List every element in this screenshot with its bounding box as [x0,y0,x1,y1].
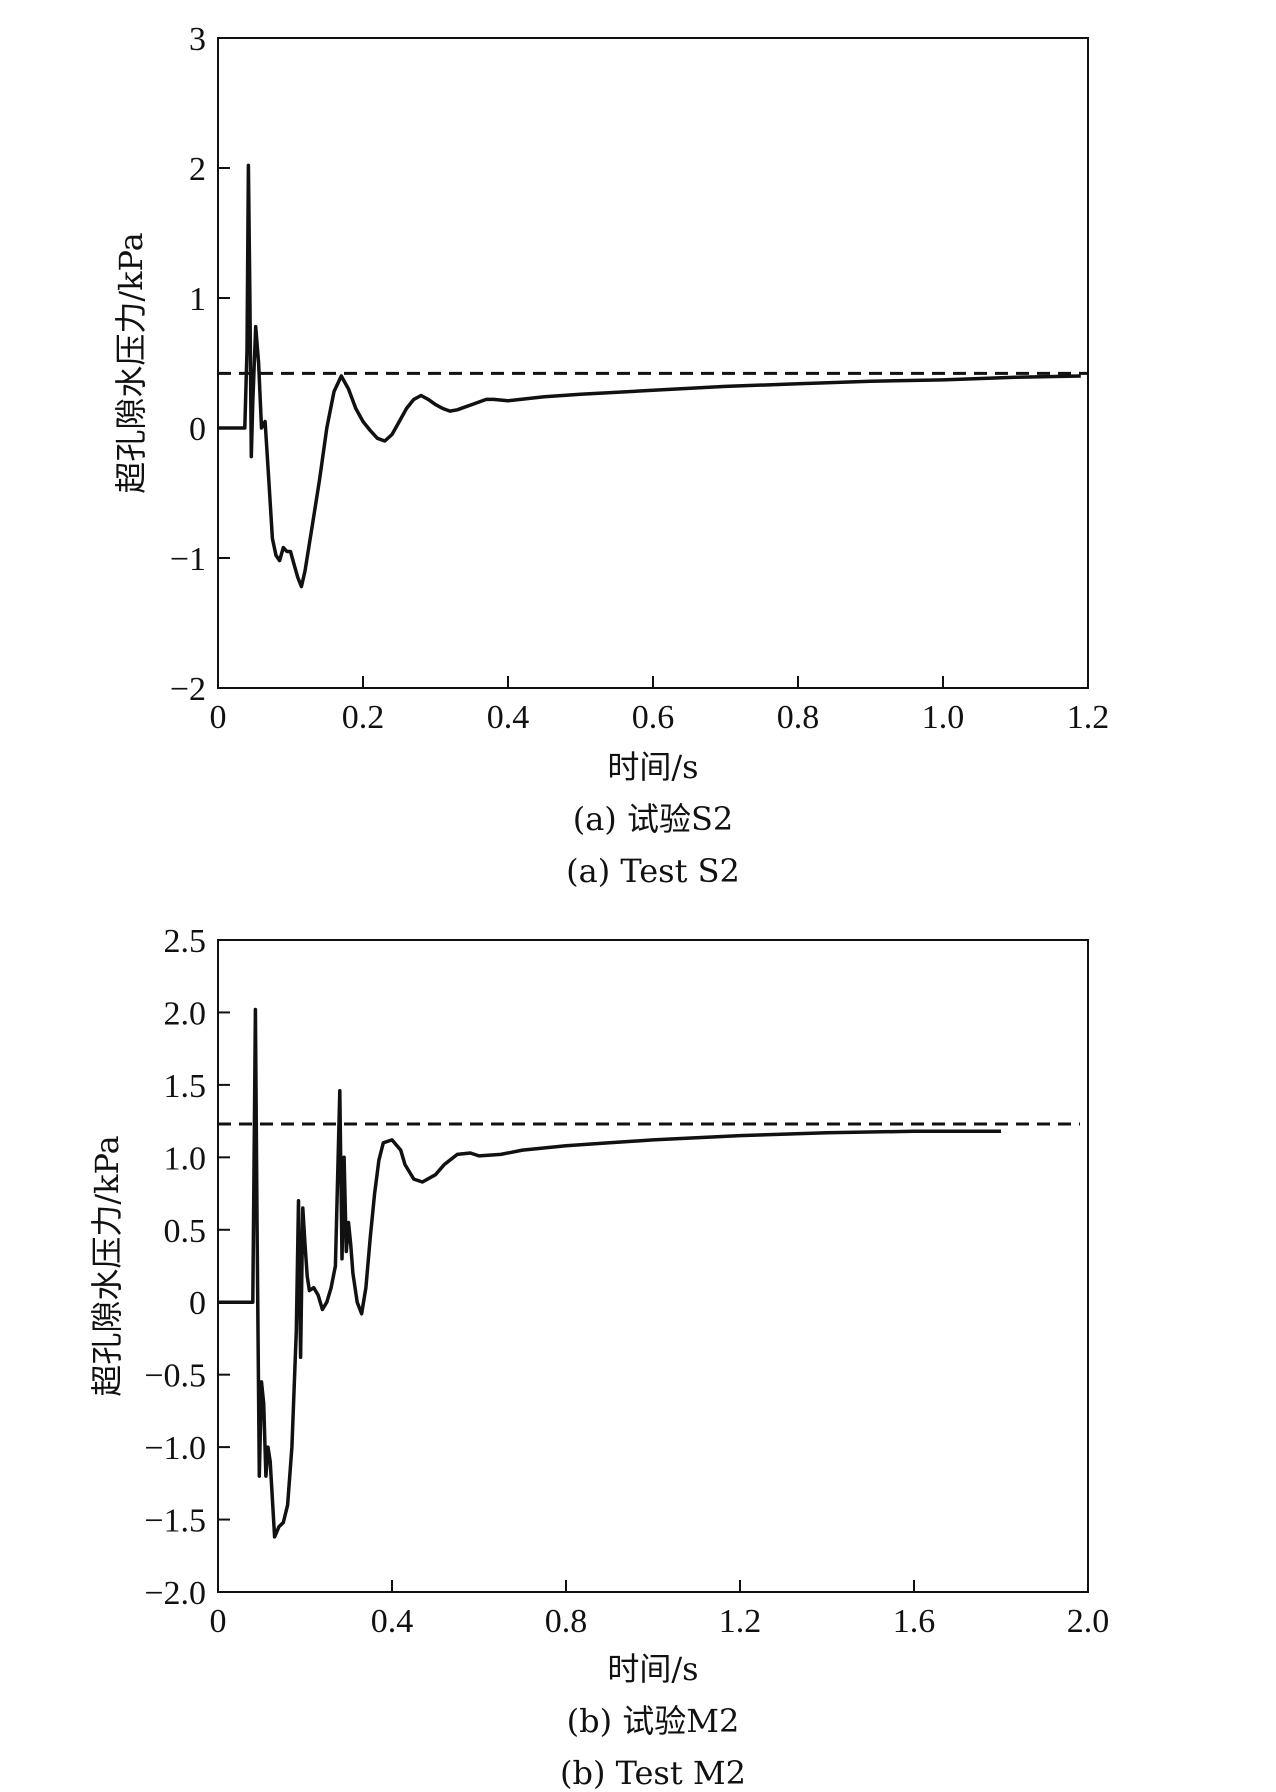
y-ticks-a: −2 −1 0 1 2 3 [170,21,230,708]
y-tick-label-b: −0.5 [144,1358,206,1395]
x-tick-label-b: 1.6 [893,1603,936,1640]
plot-frame-a [217,37,1089,689]
x-ticks-a: 0 0.2 0.4 0.6 0.8 1.0 1.2 [210,676,1110,736]
y-ticks-b: −2.0 −1.5 −1.0 −0.5 0 0.5 1.0 1.5 2.0 2.5 [144,923,230,1612]
y-tick-label-a: 3 [189,21,206,58]
x-tick-label-a: 0.4 [487,699,530,736]
x-tick-label-a: 0.6 [632,699,675,736]
x-axis-label-a: 时间/s [607,748,698,786]
x-tick-label-a: 0.2 [342,699,385,736]
panel-b: 0 0.4 0.8 1.2 1.6 2.0 −2.0 −1.5 −1.0 −0.5 0 0.5 1.0… [88,923,1109,1792]
caption-cn-b: (b) 试验M2 [567,1702,740,1740]
y-axis-label-b: 超孔隙水压力/kPa [88,1135,126,1396]
x-tick-label-b: 0.4 [371,1603,414,1640]
panel-a: 0 0.2 0.4 0.6 0.8 1.0 1.2 −2 −1 0 1 2 3 时间/s 超孔隙水压力… [112,21,1109,890]
x-tick-label-b: 1.2 [719,1603,762,1640]
x-tick-label-a: 0 [210,699,227,736]
x-axis-label-b: 时间/s [607,1650,698,1688]
x-tick-label-a: 0.8 [777,699,820,736]
caption-cn-a: (a) 试验S2 [573,800,734,838]
series-line-b [218,1007,1001,1539]
series-line-a [218,163,1081,589]
y-tick-label-b: 1.5 [164,1068,207,1105]
x-tick-label-b: 0.8 [545,1603,588,1640]
x-ticks-b: 0 0.4 0.8 1.2 1.6 2.0 [210,1580,1110,1640]
y-tick-label-b: −2.0 [144,1575,206,1612]
x-tick-label-a: 1.2 [1067,699,1110,736]
x-tick-label-b: 2.0 [1067,1603,1110,1640]
y-tick-label-b: 0.5 [164,1213,207,1250]
y-tick-label-b: 2.0 [164,995,207,1032]
y-tick-label-b: 1.0 [164,1140,207,1177]
y-tick-label-b: 0 [189,1285,206,1322]
x-tick-label-b: 0 [210,1603,227,1640]
y-tick-label-b: 2.5 [164,923,207,960]
caption-en-a: (a) Test S2 [566,852,740,890]
y-tick-label-a: −2 [170,671,206,708]
y-tick-label-a: −1 [170,541,206,578]
y-tick-label-a: 0 [189,411,206,448]
plot-frame-b [217,939,1089,1593]
y-tick-label-a: 1 [189,281,206,318]
caption-en-b: (b) Test M2 [560,1754,746,1792]
y-tick-label-b: −1.5 [144,1503,206,1540]
y-tick-label-a: 2 [189,151,206,188]
x-tick-label-a: 1.0 [922,699,965,736]
y-axis-label-a: 超孔隙水压力/kPa [112,232,150,493]
y-tick-label-b: −1.0 [144,1430,206,1467]
